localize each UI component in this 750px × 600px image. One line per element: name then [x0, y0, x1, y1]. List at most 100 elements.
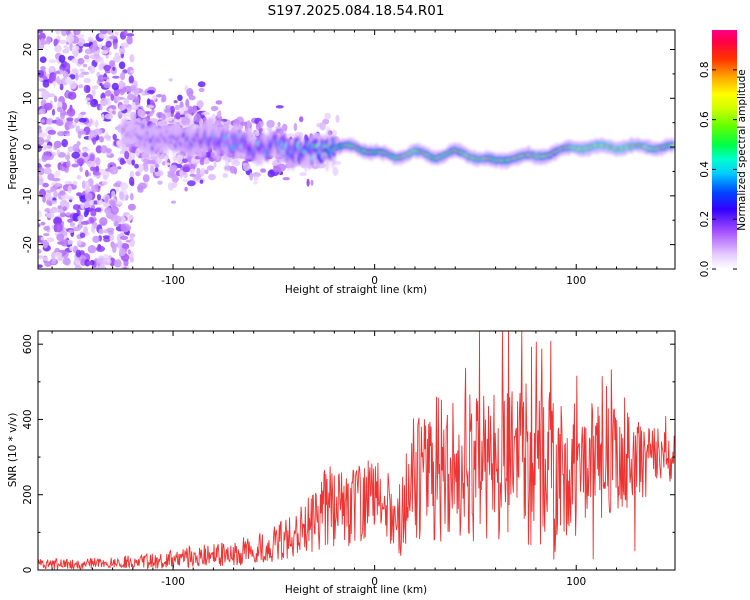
noise-blob	[83, 78, 91, 83]
noise-blob	[324, 112, 331, 120]
snr-x-label: Height of straight line (km)	[285, 584, 427, 596]
noise-blob	[87, 245, 97, 254]
noise-blob	[110, 93, 114, 102]
noise-blob	[89, 54, 97, 59]
noise-blob	[89, 130, 98, 139]
noise-blob	[155, 158, 162, 165]
noise-blob	[82, 148, 91, 152]
noise-blob	[98, 228, 104, 235]
noise-blob	[115, 95, 120, 103]
noise-blob	[98, 32, 108, 39]
noise-blob	[57, 205, 63, 210]
noise-blob	[275, 126, 282, 130]
noise-blob	[174, 104, 181, 111]
noise-blob	[105, 148, 112, 154]
noise-blob	[194, 173, 202, 180]
noise-blob	[38, 77, 44, 82]
colorbar-scale	[712, 30, 737, 269]
spectrogram-y-ticks: -20 -10 0 10 20	[22, 43, 675, 270]
noise-blob	[99, 105, 103, 111]
noise-blob	[118, 61, 126, 70]
noise-blob	[66, 34, 75, 43]
noise-blob	[38, 249, 42, 254]
noise-blob	[42, 182, 49, 188]
noise-blob	[43, 145, 53, 150]
noise-blob	[59, 190, 66, 196]
noise-blob	[45, 189, 54, 193]
noise-blob	[110, 205, 119, 215]
noise-blob	[267, 169, 275, 178]
colorbar-tick-label: 0.0	[699, 261, 711, 278]
noise-blob	[216, 111, 222, 118]
noise-blob	[66, 107, 76, 117]
noise-blob	[99, 30, 108, 35]
noise-blob	[194, 155, 201, 160]
noise-blob	[119, 235, 129, 241]
noise-blob	[89, 65, 96, 74]
noise-blob	[127, 203, 136, 211]
noise-blob	[89, 217, 95, 224]
noise-blob	[299, 116, 304, 123]
noise-blob	[120, 182, 128, 191]
noise-blob	[64, 180, 73, 185]
noise-blob	[62, 71, 69, 78]
noise-blob	[47, 134, 51, 140]
band-core	[671, 144, 675, 147]
spectrogram-signal-band	[120, 114, 675, 172]
noise-blob	[129, 235, 134, 242]
noise-blob	[331, 129, 337, 137]
noise-blob	[38, 264, 43, 268]
noise-blob	[40, 119, 46, 124]
noise-blob	[114, 52, 120, 59]
noise-blob	[47, 129, 56, 135]
noise-blob	[169, 164, 178, 172]
noise-blob	[75, 72, 79, 81]
noise-blob	[187, 180, 196, 187]
noise-blob	[68, 229, 75, 233]
noise-blob	[101, 113, 105, 120]
noise-blob	[61, 139, 68, 148]
noise-blob	[56, 149, 61, 155]
noise-blob	[191, 105, 198, 114]
noise-blob	[146, 98, 151, 106]
noise-blob	[76, 175, 82, 180]
noise-blob	[91, 224, 95, 233]
colorbar: 0.0 0.2 0.4 0.6 0.8 Normalized spectral ampl…	[699, 30, 748, 277]
noise-blob	[111, 190, 116, 198]
noise-blob	[38, 132, 48, 138]
noise-blob	[198, 87, 205, 93]
noise-blob	[79, 130, 87, 135]
noise-blob	[83, 226, 88, 235]
noise-blob	[62, 206, 68, 212]
colorbar-tick-label: 0.2	[699, 211, 711, 228]
noise-blob	[146, 89, 156, 94]
noise-blob	[43, 167, 52, 175]
noise-blob	[64, 202, 69, 206]
noise-blob	[76, 141, 81, 146]
noise-blob	[40, 37, 44, 43]
colorbar-tick-label: 0.4	[699, 161, 711, 178]
noise-blob	[90, 98, 99, 108]
noise-blob	[38, 136, 45, 146]
noise-blob	[197, 100, 204, 109]
noise-blob	[87, 159, 96, 168]
noise-blob	[208, 173, 216, 181]
noise-blob	[168, 78, 173, 82]
noise-blob	[43, 225, 50, 231]
noise-blob	[58, 54, 66, 63]
noise-blob	[104, 113, 114, 120]
noise-blob	[83, 210, 89, 218]
noise-blob	[186, 105, 194, 115]
y-tick-label: 400	[22, 409, 34, 429]
noise-blob	[40, 66, 46, 71]
noise-blob	[125, 239, 131, 243]
colorbar-tick-label: 0.8	[699, 61, 711, 78]
noise-blob	[72, 180, 78, 186]
noise-blob	[65, 76, 72, 85]
noise-blob	[277, 121, 281, 127]
noise-blob	[77, 215, 84, 221]
noise-blob	[76, 157, 85, 166]
noise-blob	[275, 105, 284, 109]
noise-blob	[100, 50, 109, 55]
noise-blob	[100, 97, 108, 107]
